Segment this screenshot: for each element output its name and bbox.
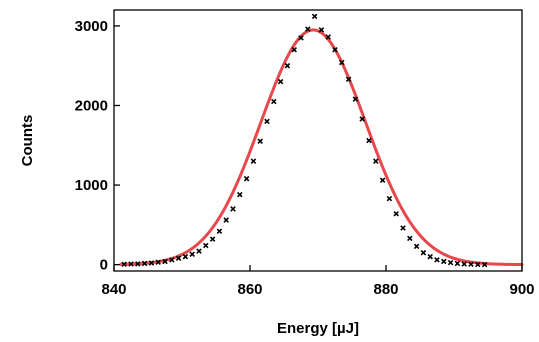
x-tick-label: 900 [509,281,534,298]
fit-curve [119,28,524,267]
data-point [325,34,331,40]
data-point [277,78,284,85]
data-point [318,27,325,33]
data-point [141,260,148,267]
data-point [345,76,352,82]
axes: 840 860 880 900 0 1000 2000 3000 [75,9,535,298]
data-point [250,158,257,164]
data-point [373,158,379,164]
x-axis-label: Energy [µJ] [277,320,359,337]
data-point [128,261,134,267]
data-point [441,258,447,265]
y-tick-label: 0 [100,257,108,274]
data-point [291,47,297,53]
data-point [379,177,386,184]
data-point [481,261,488,268]
data-point [121,261,127,268]
y-tick-label: 3000 [75,18,108,35]
data-point [216,228,223,234]
data-point [182,253,189,260]
data-point [155,259,161,266]
data-point [366,137,372,144]
data-point [175,255,182,262]
data-point [209,236,216,242]
data-point [162,258,168,265]
data-point [243,175,250,182]
data-point [434,257,440,263]
data-point [284,62,291,69]
x-tick-label: 860 [237,281,262,298]
data-point [386,195,393,202]
x-tick-label: 840 [101,281,126,298]
y-tick-label: 1000 [75,177,108,194]
data-point [400,225,406,231]
y-axis-label: Counts [19,115,36,167]
data-point [332,47,338,53]
data-point [393,210,399,217]
data-point [352,96,359,102]
data-point [359,116,365,122]
data-point [257,138,263,145]
data-point [413,243,420,250]
data-point [311,13,318,20]
data-point [189,251,195,258]
x-tick-label: 880 [373,281,398,298]
plot-area [119,13,524,268]
data-point [468,261,474,268]
data-point [339,59,345,66]
data-point [475,261,481,268]
data-point [305,26,311,32]
data-point [271,98,277,105]
data-point [447,259,454,266]
data-point [230,206,236,212]
data-point [223,217,229,223]
data-point [420,249,427,256]
y-tick-label: 2000 [75,97,108,114]
data-point [148,260,155,266]
data-point [135,261,141,267]
data-point [298,35,304,41]
data-point [264,118,270,125]
data-point [461,261,467,267]
data-point [169,257,175,263]
data-point [196,248,202,254]
plot-frame [113,9,523,272]
data-point [454,260,461,267]
data-point [407,235,413,242]
data-point [427,253,433,260]
data-point [237,191,243,198]
data-point [203,242,209,249]
